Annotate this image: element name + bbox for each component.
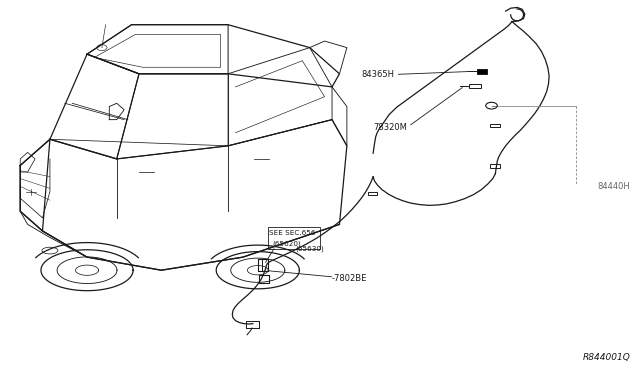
Bar — [490, 124, 500, 127]
Text: R844001Q: R844001Q — [582, 353, 630, 362]
Text: (65630): (65630) — [296, 245, 324, 252]
Bar — [368, 192, 377, 195]
Text: 84440H: 84440H — [598, 182, 630, 190]
Text: -7802BE: -7802BE — [332, 274, 367, 283]
Bar — [490, 164, 500, 168]
Bar — [477, 69, 487, 74]
Bar — [469, 84, 481, 88]
Bar — [268, 227, 320, 249]
Text: (65620): (65620) — [273, 240, 301, 247]
Text: 78320M: 78320M — [373, 123, 407, 132]
Text: 84365H: 84365H — [361, 70, 394, 79]
Text: SEE SEC.656: SEE SEC.656 — [269, 230, 316, 236]
